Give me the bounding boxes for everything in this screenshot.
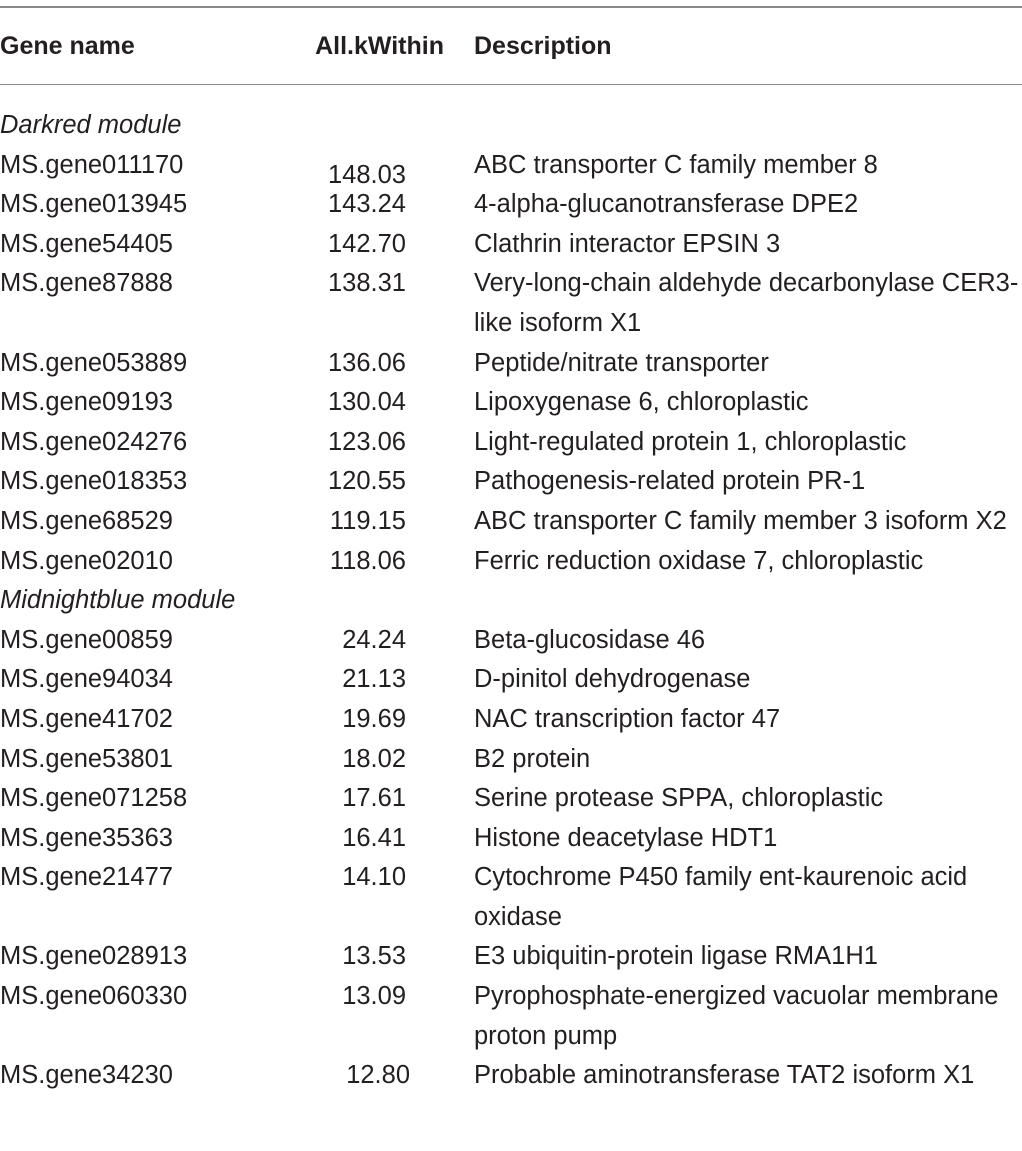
table-row: MS.gene87888 138.31 Very-long-chain aldehy… xyxy=(0,264,1022,343)
description-cell: ABC transporter C family member 3 isofor… xyxy=(474,506,1007,535)
header-description: Description xyxy=(474,32,612,60)
table-row: MS.gene028913 13.53 E3 ubiquitin-protein l… xyxy=(0,937,1022,977)
gene-name-cell: MS.gene53801 xyxy=(0,744,173,773)
kwithin-value-cell: 16.41 xyxy=(342,823,406,852)
description-cell: Serine protease SPPA, chloroplastic xyxy=(474,784,884,813)
table-row: MS.gene060330 13.09 Pyrophosphate-energize… xyxy=(0,977,1022,1056)
table-body: Darkred module MS.gene011170 148.03 ABC tra… xyxy=(0,106,1022,1096)
table-row: MS.gene53801 18.02 B2 protein xyxy=(0,740,1022,780)
kwithin-value-cell: 143.24 xyxy=(328,190,406,219)
table-row: MS.gene011170 148.03 ABC transporter C fam… xyxy=(0,146,1022,189)
gene-name-cell: MS.gene011170 xyxy=(0,150,184,179)
gene-name-cell: MS.gene41702 xyxy=(0,704,173,733)
gene-name-cell: MS.gene071258 xyxy=(0,784,188,813)
section-label: Darkred module xyxy=(0,111,182,139)
table-row: MS.gene053889 136.06 Peptide/nitrate trans… xyxy=(0,344,1022,384)
description-cell: B2 protein xyxy=(474,744,591,773)
kwithin-value-cell: 148.03 xyxy=(328,160,406,189)
description-cell: ABC transporter C family member 8 xyxy=(474,150,878,179)
description-cell: Pathogenesis-related protein PR-1 xyxy=(474,467,866,496)
gene-name-cell: MS.gene018353 xyxy=(0,467,188,496)
kwithin-value-cell: 14.10 xyxy=(342,863,406,892)
gene-name-cell: MS.gene053889 xyxy=(0,348,188,377)
table-row: MS.gene013945 143.24 4-alpha-glucanotransf… xyxy=(0,185,1022,225)
table-row: MS.gene35363 16.41 Histone deacetylase HDT… xyxy=(0,819,1022,859)
description-cell: Light-regulated protein 1, chloroplastic xyxy=(474,427,907,456)
kwithin-value-cell: 138.31 xyxy=(328,269,406,298)
kwithin-value-cell: 130.04 xyxy=(328,388,406,417)
gene-name-cell: MS.gene02010 xyxy=(0,546,173,575)
table-row: MS.gene21477 14.10 Cytochrome P450 family … xyxy=(0,858,1022,937)
kwithin-value-cell: 12.80 xyxy=(346,1061,410,1090)
table-row: MS.gene41702 19.69 NAC transcription facto… xyxy=(0,700,1022,740)
description-cell: Beta-glucosidase 46 xyxy=(474,625,706,654)
table-header-rule xyxy=(0,84,1022,85)
table-row: MS.gene54405 142.70 Clathrin interactor EP… xyxy=(0,225,1022,265)
gene-name-cell: MS.gene35363 xyxy=(0,823,173,852)
gene-name-cell: MS.gene54405 xyxy=(0,229,173,258)
kwithin-value-cell: 136.06 xyxy=(328,348,406,377)
description-cell: Pyrophosphate-energized vacuolar membran… xyxy=(474,982,999,1050)
gene-name-cell: MS.gene21477 xyxy=(0,863,173,892)
table-row: MS.gene94034 21.13 D-pinitol dehydrogenase xyxy=(0,660,1022,700)
table-header-row: Gene name All.kWithin Description xyxy=(0,28,1022,64)
description-cell: E3 ubiquitin-protein ligase RMA1H1 xyxy=(474,942,878,971)
kwithin-value-cell: 13.09 xyxy=(342,982,406,1011)
table-row: MS.gene00859 24.24 Beta-glucosidase 46 xyxy=(0,621,1022,661)
kwithin-value-cell: 118.06 xyxy=(329,546,406,575)
gene-name-cell: MS.gene09193 xyxy=(0,388,173,417)
section-label: Midnightblue module xyxy=(0,586,236,615)
gene-name-cell: MS.gene024276 xyxy=(0,427,188,456)
description-cell: Lipoxygenase 6, chloroplastic xyxy=(474,388,809,417)
gene-name-cell: MS.gene00859 xyxy=(0,625,173,654)
description-cell: Probable aminotransferase TAT2 isoform X… xyxy=(474,1061,975,1090)
description-cell: Clathrin interactor EPSIN 3 xyxy=(474,229,781,258)
gene-name-cell: MS.gene060330 xyxy=(0,982,188,1011)
table-row: MS.gene34230 12.80 Probable aminotransfera… xyxy=(0,1056,1022,1096)
kwithin-value-cell: 13.53 xyxy=(342,942,406,971)
gene-name-cell: MS.gene028913 xyxy=(0,942,188,971)
kwithin-value-cell: 18.02 xyxy=(342,744,406,773)
description-cell: Peptide/nitrate transporter xyxy=(474,348,769,377)
table-row: MS.gene02010 118.06 Ferric reduction oxida… xyxy=(0,542,1022,582)
gene-name-cell: MS.gene68529 xyxy=(0,506,173,535)
description-cell: D-pinitol dehydrogenase xyxy=(474,665,751,694)
kwithin-value-cell: 119.15 xyxy=(329,506,406,535)
table-row: MS.gene024276 123.06 Light-regulated prote… xyxy=(0,423,1022,463)
gene-name-cell: MS.gene87888 xyxy=(0,269,173,298)
kwithin-value-cell: 120.55 xyxy=(328,467,406,496)
table-row: MS.gene018353 120.55 Pathogenesis-related … xyxy=(0,462,1022,502)
header-all-kwithin: All.kWithin xyxy=(315,32,444,60)
gene-name-cell: MS.gene013945 xyxy=(0,190,188,219)
description-cell: Very-long-chain aldehyde decarbonylase C… xyxy=(474,269,1019,337)
kwithin-value-cell: 142.70 xyxy=(328,229,406,258)
description-cell: Histone deacetylase HDT1 xyxy=(474,823,778,852)
header-gene-name: Gene name xyxy=(0,32,135,60)
kwithin-value-cell: 24.24 xyxy=(342,625,406,654)
table-row: MS.gene09193 130.04 Lipoxygenase 6, chloro… xyxy=(0,383,1022,423)
table-row: MS.gene071258 17.61 Serine protease SPPA, … xyxy=(0,779,1022,819)
kwithin-value-cell: 19.69 xyxy=(342,704,406,733)
description-cell: Cytochrome P450 family ent-kaurenoic aci… xyxy=(474,863,968,931)
kwithin-value-cell: 17.61 xyxy=(342,784,406,813)
table-row: MS.gene68529 119.15 ABC transporter C fami… xyxy=(0,502,1022,542)
kwithin-value-cell: 123.06 xyxy=(328,427,406,456)
description-cell: NAC transcription factor 47 xyxy=(474,704,781,733)
kwithin-value-cell: 21.13 xyxy=(342,665,406,694)
description-cell: Ferric reduction oxidase 7, chloroplasti… xyxy=(474,546,924,575)
table-top-rule xyxy=(0,6,1022,8)
gene-name-cell: MS.gene94034 xyxy=(0,665,173,694)
gene-name-cell: MS.gene34230 xyxy=(0,1061,173,1090)
description-cell: 4-alpha-glucanotransferase DPE2 xyxy=(474,190,859,219)
